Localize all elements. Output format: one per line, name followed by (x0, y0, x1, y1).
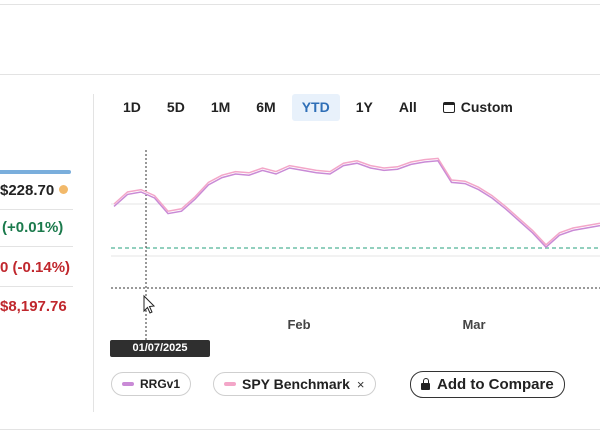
tab-1m[interactable]: 1M (210, 99, 231, 115)
stat-divider (0, 209, 73, 210)
tab-ytd[interactable]: YTD (291, 94, 340, 121)
panel-divider (93, 94, 94, 412)
calendar-icon (442, 102, 455, 113)
stat-divider (0, 246, 73, 247)
tab-1y[interactable]: 1Y (355, 99, 373, 115)
legend-chip-rrgv1[interactable]: RRGv1 (111, 372, 192, 396)
stat-value: $228.70 (0, 182, 69, 199)
remove-series-icon[interactable]: × (356, 376, 365, 392)
tab-6m[interactable]: 6M (256, 99, 276, 115)
stat-value-text: $228.70 (0, 182, 55, 199)
tab-all[interactable]: All (398, 99, 417, 115)
series-line-rrgv1 (113, 160, 600, 249)
x-tick-label: Mar (462, 317, 485, 332)
header-divider (0, 74, 600, 75)
range-tabs: 1D 5D 1M 6M YTD 1Y All Custom (113, 94, 529, 121)
tab-1d[interactable]: 1D (123, 99, 141, 115)
mouse-cursor-icon (143, 294, 156, 314)
stat-change-negative: 0 (-0.14%) (0, 259, 71, 276)
lock-icon (421, 378, 430, 390)
legend-chip-spy-benchmark[interactable]: SPY Benchmark × (213, 372, 376, 396)
legend-label: SPY Benchmark (242, 376, 350, 392)
x-tick-label: Feb (287, 317, 310, 332)
selected-series-bar (0, 170, 71, 174)
tab-5d[interactable]: 5D (166, 99, 185, 115)
status-dot-icon (59, 185, 69, 194)
top-divider (0, 4, 600, 5)
tab-custom-label: Custom (460, 99, 513, 115)
bottom-divider (0, 429, 600, 430)
legend-swatch (122, 382, 134, 386)
legend-label: RRGv1 (140, 377, 181, 391)
add-to-compare-button[interactable]: Add to Compare (410, 371, 565, 398)
series-line-spy-benchmark (113, 157, 600, 246)
tab-custom[interactable]: Custom (433, 94, 523, 121)
legend-swatch (224, 382, 236, 386)
add-to-compare-label: Add to Compare (437, 376, 554, 393)
stat-change-positive: (+0.01%) (2, 219, 64, 236)
stat-divider (0, 286, 73, 287)
stat-amount: $8,197.76 (0, 298, 67, 315)
crosshair-date-label: 01/07/2025 (110, 340, 210, 357)
